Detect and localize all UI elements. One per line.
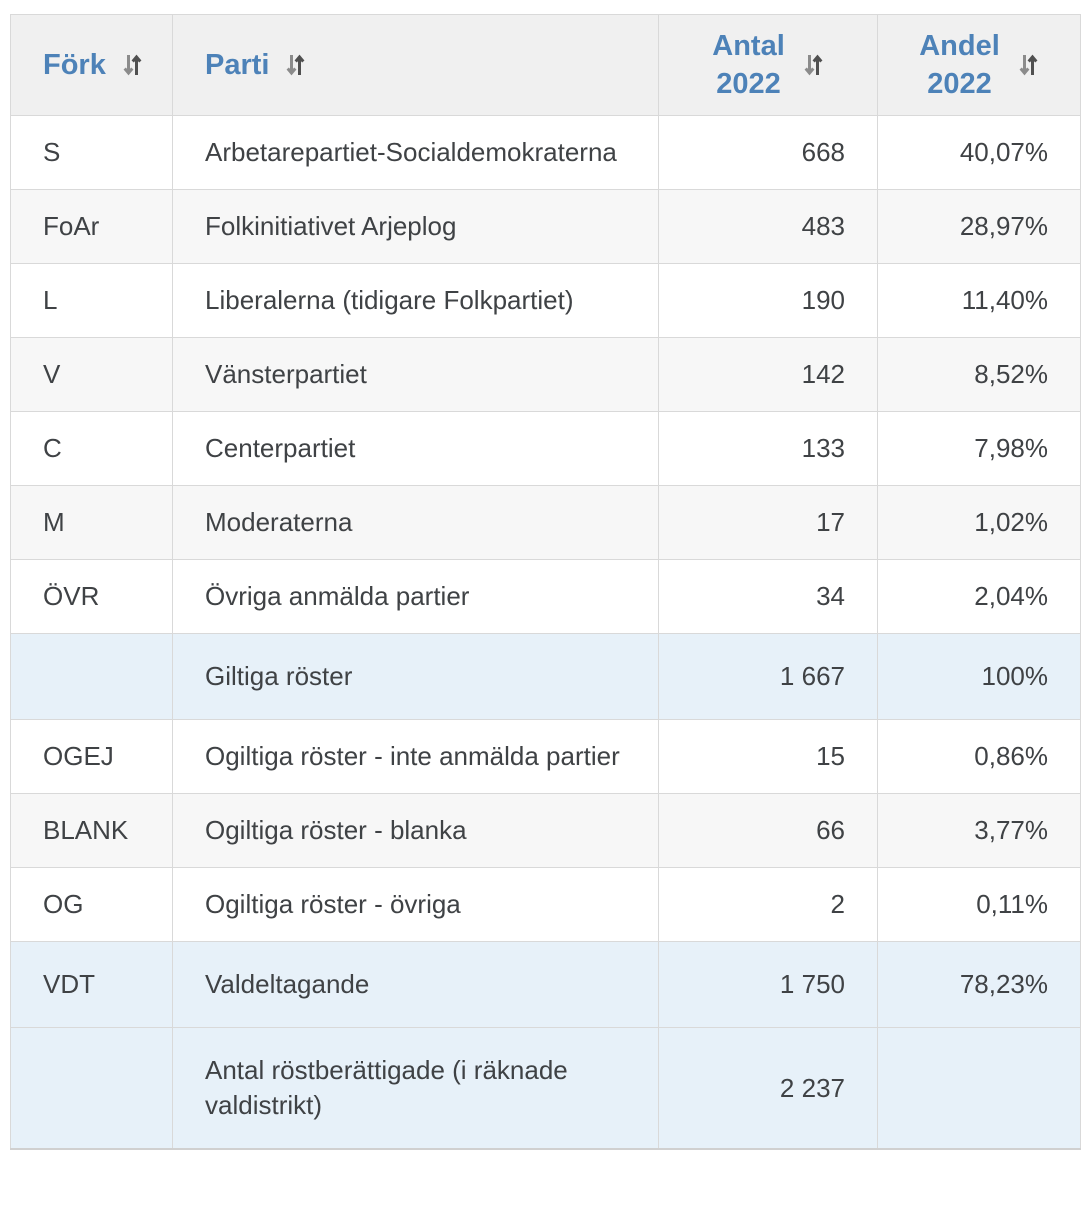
cell-party-abbreviation: S (10, 115, 173, 190)
table-row: S Arbetarepartiet-Socialdemokraterna 668… (10, 115, 1081, 190)
cell-vote-share: 3,77% (877, 793, 1081, 868)
column-label-andel-2022: Andel 2022 (919, 30, 1000, 100)
table-row: Antal röstberättigade (i räknade valdist… (10, 1027, 1081, 1150)
cell-vote-count: 142 (658, 337, 878, 412)
cell-party-name: Antal röstberättigade (i räknade valdist… (172, 1027, 659, 1150)
column-header-andel-2022[interactable]: Andel 2022 (877, 14, 1081, 116)
election-results-table: Förk Parti (10, 14, 1081, 1150)
cell-vote-count: 34 (658, 559, 878, 634)
cell-vote-share: 40,07% (877, 115, 1081, 190)
cell-vote-count: 668 (658, 115, 878, 190)
cell-vote-share: 0,11% (877, 867, 1081, 942)
cell-vote-share: 11,40% (877, 263, 1081, 338)
sort-both-icon (287, 54, 305, 76)
column-label-fork: Förk (43, 48, 106, 81)
table-row: C Centerpartiet 133 7,98% (10, 411, 1081, 486)
cell-party-abbreviation: OG (10, 867, 173, 942)
cell-party-name: Vänsterpartiet (172, 337, 659, 412)
cell-party-abbreviation: FoAr (10, 189, 173, 264)
column-header-fork[interactable]: Förk (10, 14, 173, 116)
cell-party-name: Ogiltiga röster - blanka (172, 793, 659, 868)
table-row: V Vänsterpartiet 142 8,52% (10, 337, 1081, 412)
cell-party-abbreviation: V (10, 337, 173, 412)
cell-vote-count: 133 (658, 411, 878, 486)
cell-vote-count: 2 237 (658, 1027, 878, 1150)
cell-party-abbreviation: OGEJ (10, 719, 173, 794)
cell-vote-count: 1 750 (658, 941, 878, 1028)
cell-vote-share: 100% (877, 633, 1081, 720)
cell-party-name: Ogiltiga röster - inte anmälda partier (172, 719, 659, 794)
cell-party-abbreviation: ÖVR (10, 559, 173, 634)
column-label-antal-2022: Antal 2022 (712, 30, 785, 100)
sort-both-icon (123, 54, 142, 76)
table-row: OG Ogiltiga röster - övriga 2 0,11% (10, 867, 1081, 942)
table-row: ÖVR Övriga anmälda partier 34 2,04% (10, 559, 1081, 634)
table-row: VDT Valdeltagande 1 750 78,23% (10, 941, 1081, 1028)
table-row: L Liberalerna (tidigare Folkpartiet) 190… (10, 263, 1081, 338)
cell-party-abbreviation: BLANK (10, 793, 173, 868)
cell-vote-share: 2,04% (877, 559, 1081, 634)
cell-vote-share: 78,23% (877, 941, 1081, 1028)
cell-vote-share: 28,97% (877, 189, 1081, 264)
cell-vote-count: 1 667 (658, 633, 878, 720)
table-row: FoAr Folkinitiativet Arjeplog 483 28,97% (10, 189, 1081, 264)
cell-party-name: Moderaterna (172, 485, 659, 560)
cell-party-name: Folkinitiativet Arjeplog (172, 189, 659, 264)
cell-party-abbreviation: C (10, 411, 173, 486)
cell-party-name: Liberalerna (tidigare Folkpartiet) (172, 263, 659, 338)
column-header-antal-2022[interactable]: Antal 2022 (658, 14, 878, 116)
cell-party-name: Centerpartiet (172, 411, 659, 486)
cell-vote-share: 0,86% (877, 719, 1081, 794)
cell-vote-count: 190 (658, 263, 878, 338)
election-results-page: Förk Parti (10, 14, 1081, 1150)
table-row: BLANK Ogiltiga röster - blanka 66 3,77% (10, 793, 1081, 868)
cell-vote-count: 66 (658, 793, 878, 868)
cell-vote-share: 1,02% (877, 485, 1081, 560)
cell-party-name: Övriga anmälda partier (172, 559, 659, 634)
cell-vote-share: 8,52% (877, 337, 1081, 412)
cell-party-abbreviation (10, 1027, 173, 1150)
column-header-parti[interactable]: Parti (172, 14, 659, 116)
cell-party-abbreviation (10, 633, 173, 720)
table-row: OGEJ Ogiltiga röster - inte anmälda part… (10, 719, 1081, 794)
cell-party-name: Valdeltagande (172, 941, 659, 1028)
sort-both-icon (1019, 54, 1038, 76)
column-label-parti: Parti (205, 48, 270, 81)
cell-vote-count: 15 (658, 719, 878, 794)
cell-vote-count: 483 (658, 189, 878, 264)
cell-vote-count: 17 (658, 485, 878, 560)
cell-vote-share: 7,98% (877, 411, 1081, 486)
cell-party-abbreviation: L (10, 263, 173, 338)
cell-party-name: Arbetarepartiet-Socialdemokraterna (172, 115, 659, 190)
sort-both-icon (804, 54, 823, 76)
cell-party-abbreviation: M (10, 485, 173, 560)
table-row: Giltiga röster 1 667 100% (10, 633, 1081, 720)
header-row: Förk Parti (10, 14, 1081, 116)
cell-vote-count: 2 (658, 867, 878, 942)
cell-party-abbreviation: VDT (10, 941, 173, 1028)
cell-party-name: Ogiltiga röster - övriga (172, 867, 659, 942)
cell-vote-share (877, 1027, 1081, 1150)
cell-party-name: Giltiga röster (172, 633, 659, 720)
table-body: S Arbetarepartiet-Socialdemokraterna 668… (10, 115, 1081, 1150)
table-row: M Moderaterna 17 1,02% (10, 485, 1081, 560)
